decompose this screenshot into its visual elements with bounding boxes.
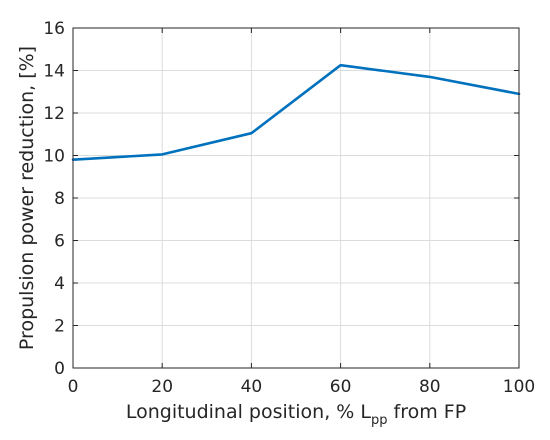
y-axis-title: Propulsion power reduction, [%] bbox=[16, 46, 38, 350]
y-tick-label: 12 bbox=[43, 104, 65, 124]
x-axis-title-subscript: pp bbox=[371, 413, 388, 428]
series-layer bbox=[71, 63, 521, 161]
grid-layer bbox=[73, 28, 519, 368]
x-tick-label: 60 bbox=[330, 377, 352, 397]
y-tick-label: 0 bbox=[54, 359, 65, 379]
y-tick-label: 2 bbox=[54, 317, 65, 337]
x-tick-label: 0 bbox=[68, 377, 79, 397]
x-tick-label: 40 bbox=[241, 377, 263, 397]
x-tick-label: 20 bbox=[151, 377, 173, 397]
y-tick-label: 16 bbox=[43, 19, 65, 39]
x-axis-title-suffix: from FP bbox=[387, 401, 466, 423]
y-tick-label: 10 bbox=[43, 147, 65, 167]
x-axis-title-main: Longitudinal position, % L bbox=[126, 401, 372, 423]
y-tick-label: 8 bbox=[54, 189, 65, 209]
x-tick-label: 100 bbox=[503, 377, 535, 397]
x-axis-title: Longitudinal position, % Lpp from FP bbox=[126, 401, 466, 428]
y-tick-label: 14 bbox=[43, 62, 65, 82]
series-line bbox=[71, 63, 521, 161]
y-tick-label: 6 bbox=[54, 232, 65, 252]
y-tick-label: 4 bbox=[54, 274, 65, 294]
tick-layer: 0 20 40 60 80 100 0 2 4 6 8 10 12 14 16 bbox=[43, 19, 535, 397]
x-tick-label: 80 bbox=[419, 377, 441, 397]
